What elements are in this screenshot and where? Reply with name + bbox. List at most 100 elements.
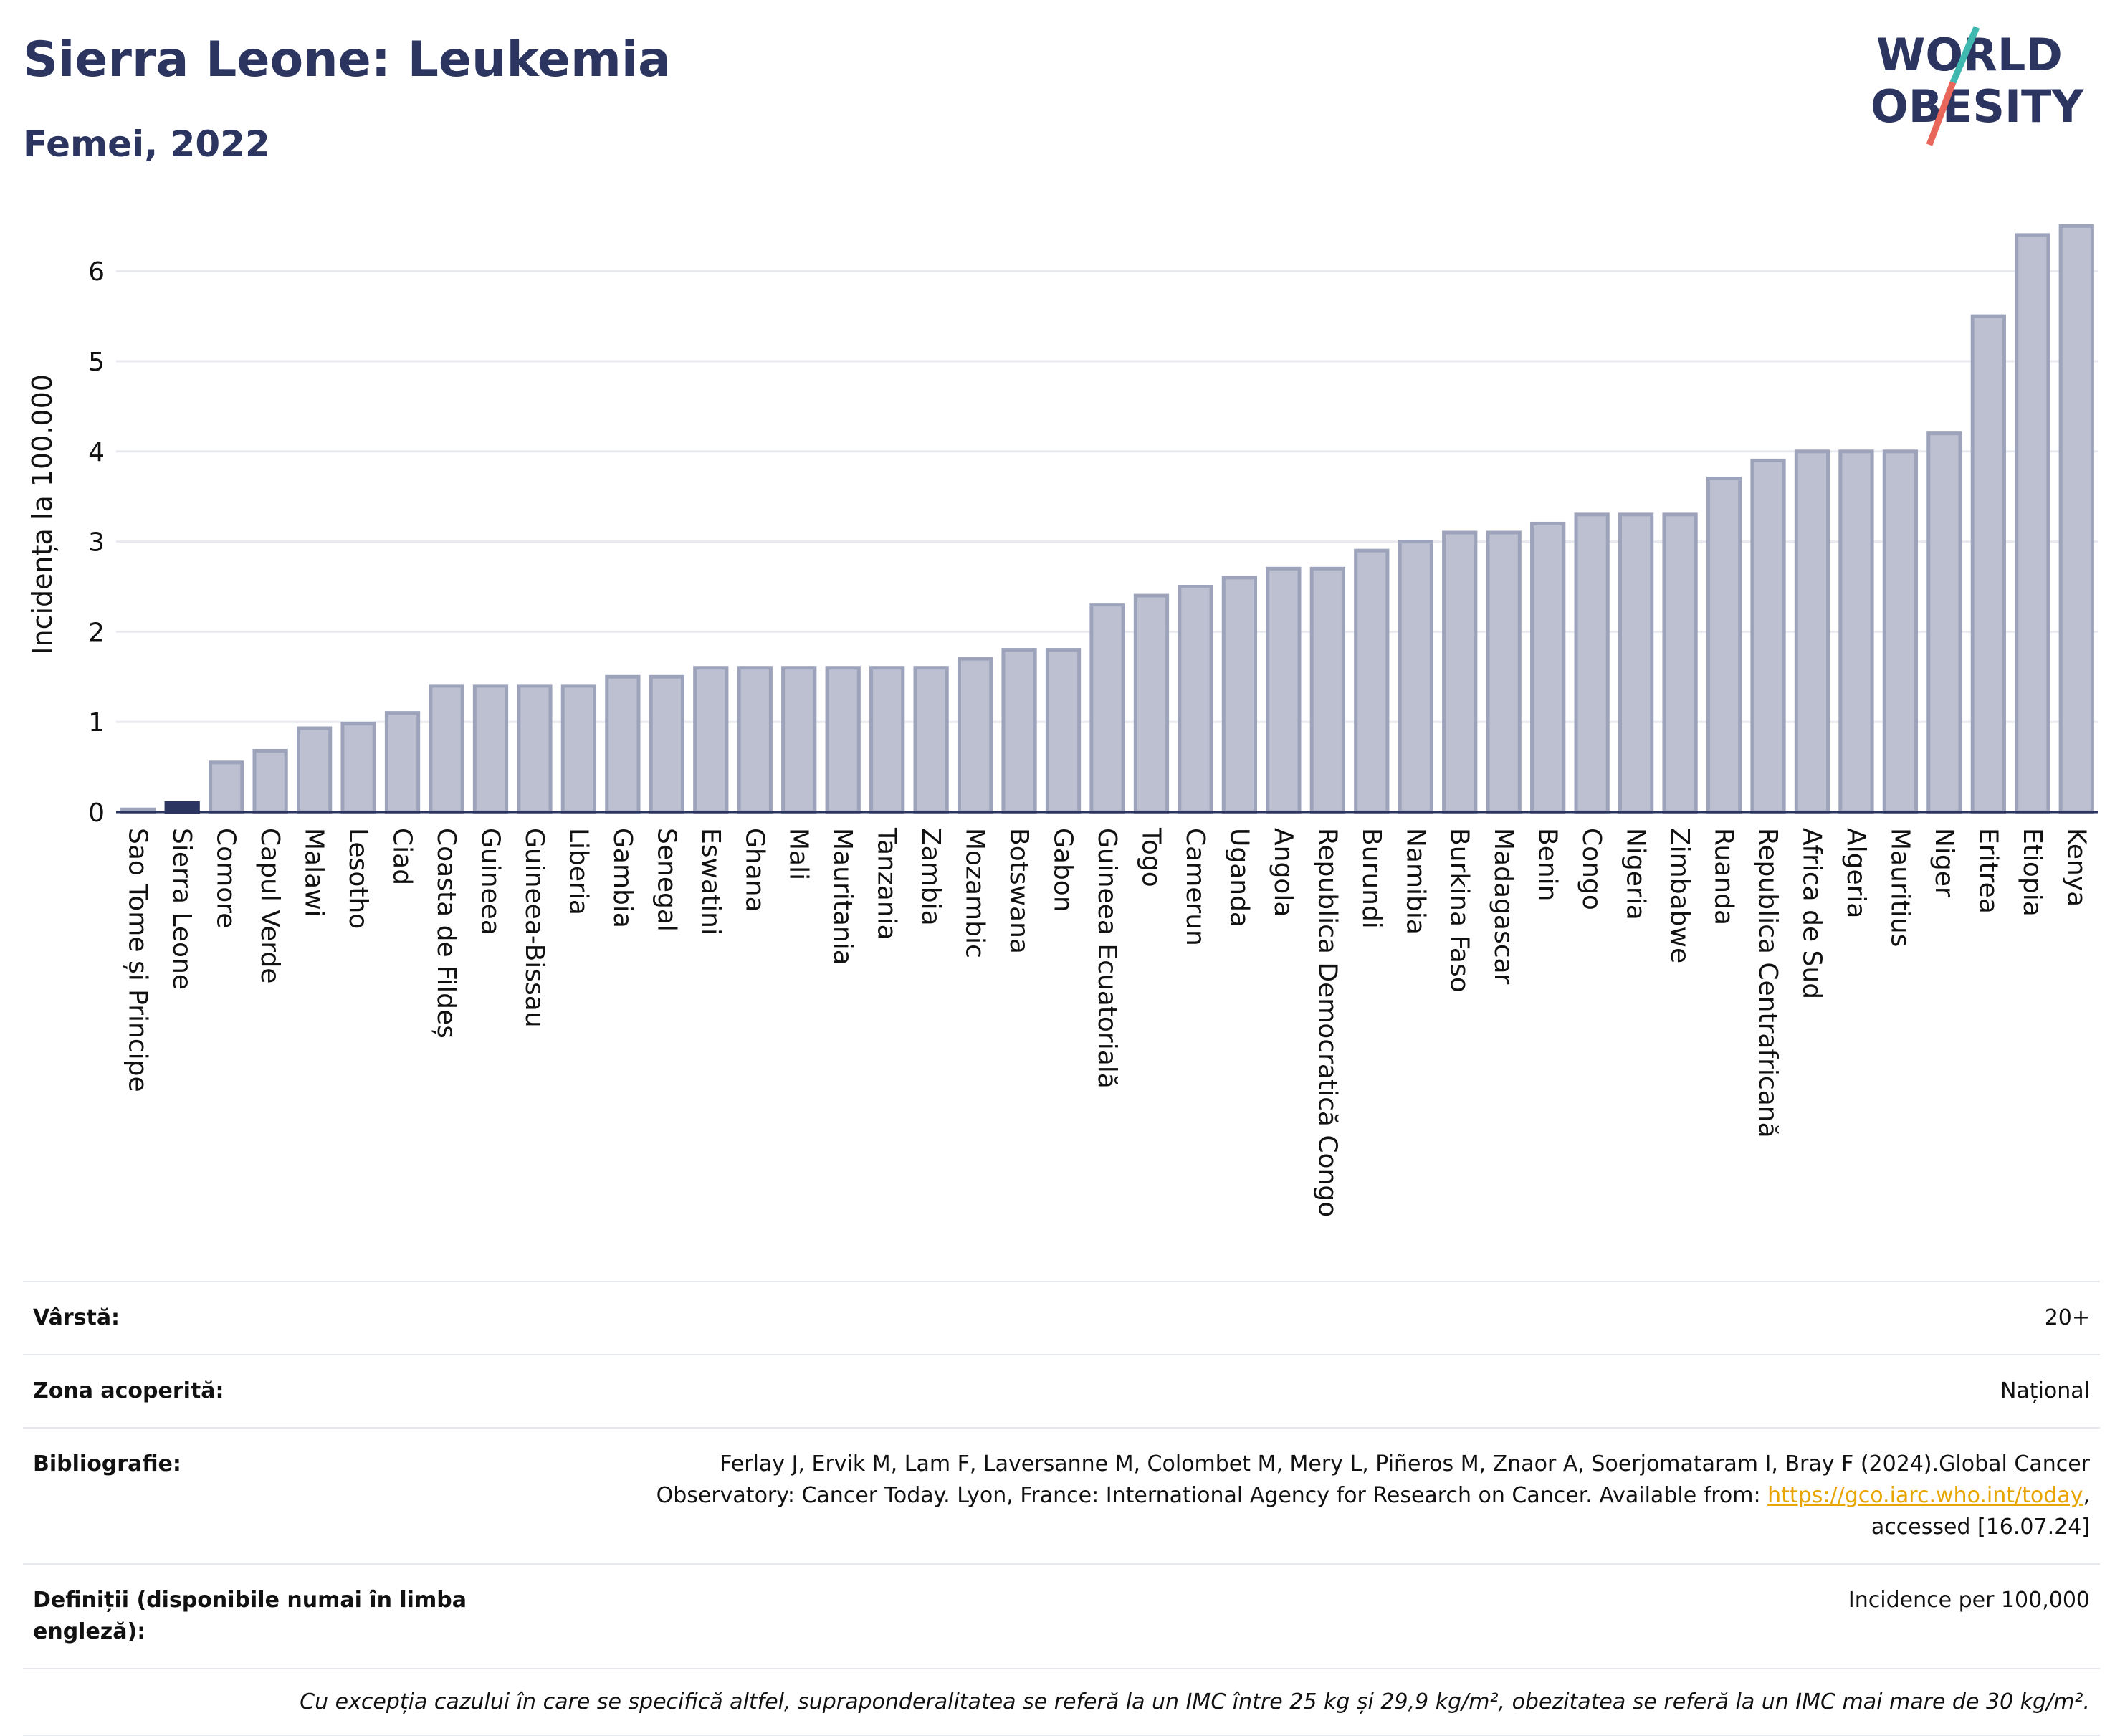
- bar[interactable]: [1530, 521, 1566, 814]
- bar[interactable]: [1354, 548, 1390, 814]
- page-subtitle: Femei, 2022: [23, 123, 270, 165]
- bar[interactable]: [649, 674, 684, 814]
- bibliography-value: Ferlay J, Ervik M, Lam F, Laversanne M, …: [492, 1449, 2090, 1543]
- bar[interactable]: [1618, 512, 1654, 814]
- x-tick-label: Uganda: [1224, 828, 1254, 927]
- bar[interactable]: [869, 666, 905, 814]
- bar[interactable]: [957, 657, 993, 814]
- bar[interactable]: [1266, 566, 1302, 814]
- x-tick-label: Congo: [1577, 828, 1606, 910]
- bar[interactable]: [296, 726, 333, 814]
- bar[interactable]: [1133, 593, 1170, 814]
- bar[interactable]: [2015, 233, 2050, 814]
- bar[interactable]: [1442, 530, 1478, 814]
- x-tick-label: Lesotho: [343, 828, 373, 929]
- x-tick-label: Tanzania: [872, 827, 902, 940]
- info-row-definitions: Definiții (disponibile numai în limba en…: [23, 1563, 2100, 1668]
- x-tick-label: Ciad: [388, 828, 417, 885]
- x-tick-label: Nigeria: [1621, 828, 1651, 920]
- x-tick-label: Africa de Sud: [1797, 828, 1826, 999]
- x-tick-label: Algeria: [1841, 828, 1871, 919]
- bar[interactable]: [472, 684, 509, 814]
- bar[interactable]: [384, 711, 421, 814]
- y-tick-label: 6: [88, 257, 105, 287]
- bar[interactable]: [1574, 512, 1610, 814]
- x-tick-label: Etiopia: [2018, 828, 2047, 917]
- x-tick-label: Senegal: [651, 828, 681, 932]
- y-tick-label: 4: [88, 438, 105, 467]
- y-tick-label: 1: [88, 708, 105, 738]
- x-tick-label: Mozambic: [960, 828, 990, 958]
- y-axis-label: Incidența la 100.000: [27, 374, 58, 655]
- x-tick-label: Kenya: [2061, 828, 2091, 907]
- bar[interactable]: [1001, 648, 1037, 814]
- bar[interactable]: [1882, 449, 1919, 814]
- x-tick-label: Madagascar: [1489, 828, 1518, 985]
- bibliography-label: Bibliografie:: [33, 1451, 181, 1477]
- logo-slash-teal: [1949, 26, 1980, 84]
- bar[interactable]: [340, 722, 376, 814]
- x-tick-label: Zambia: [916, 828, 945, 926]
- x-tick-label: Capul Verde: [255, 828, 285, 983]
- x-tick-label: Burundi: [1357, 828, 1386, 929]
- x-tick-label: Ruanda: [1709, 828, 1739, 925]
- definitions-value: Incidence per 100,000: [1848, 1588, 2090, 1613]
- bar[interactable]: [1794, 449, 1830, 814]
- bar[interactable]: [605, 674, 641, 814]
- bar[interactable]: [164, 801, 200, 814]
- bar[interactable]: [1178, 585, 1213, 814]
- x-tick-label: Mali: [784, 828, 813, 880]
- bar[interactable]: [781, 666, 817, 814]
- bar[interactable]: [1089, 603, 1125, 814]
- x-tick-label: Mauritania: [828, 828, 857, 965]
- bar[interactable]: [1926, 431, 1962, 814]
- bar[interactable]: [1221, 576, 1258, 814]
- bar[interactable]: [1706, 477, 1742, 814]
- bibliography-link[interactable]: https://gco.iarc.who.int/today: [1767, 1483, 2083, 1508]
- x-tick-label: Eswatini: [696, 828, 725, 935]
- bar[interactable]: [913, 666, 949, 814]
- bars: [120, 224, 2094, 814]
- y-tick-label: 3: [88, 528, 105, 558]
- info-row-age: Vârstă: 20+: [23, 1281, 2100, 1354]
- x-tick-label: Botswana: [1004, 828, 1033, 954]
- x-tick-label: Niger: [1929, 828, 1959, 897]
- bar[interactable]: [209, 760, 244, 814]
- x-tick-label: Benin: [1533, 828, 1562, 901]
- x-tick-label: Zimbabwe: [1665, 828, 1694, 963]
- bar[interactable]: [693, 666, 729, 814]
- x-axis-labels: Sao Tome și Principe Sierra Leone Comore Ca…: [123, 827, 2091, 1217]
- info-row-coverage: Zona acoperită: Național: [23, 1354, 2100, 1427]
- bar[interactable]: [517, 684, 553, 814]
- bar[interactable]: [429, 684, 464, 814]
- y-tick-label: 2: [88, 618, 105, 647]
- coverage-label: Zona acoperită:: [33, 1378, 224, 1403]
- x-tick-label: Malawi: [300, 828, 329, 917]
- bar[interactable]: [560, 684, 597, 814]
- y-tick-label: 0: [88, 798, 105, 828]
- page-title: Sierra Leone: Leukemia: [23, 32, 672, 88]
- bar[interactable]: [1838, 449, 1874, 814]
- bar[interactable]: [1398, 540, 1433, 814]
- bar[interactable]: [252, 748, 288, 814]
- x-tick-label: Guineea Ecuatorială: [1092, 828, 1122, 1089]
- bar[interactable]: [1045, 648, 1082, 814]
- logo-line2: OBESITY: [1871, 80, 2084, 133]
- bar[interactable]: [737, 666, 773, 814]
- bar[interactable]: [2058, 224, 2094, 814]
- x-tick-label: Ghana: [740, 828, 769, 912]
- bibliography-line2-pre: Observatory: Cancer Today. Lyon, France:…: [656, 1483, 1768, 1508]
- bibliography-line1: Ferlay J, Ervik M, Lam F, Laversanne M, …: [720, 1451, 2090, 1477]
- bar[interactable]: [825, 666, 861, 814]
- x-tick-label: Guineea-Bissau: [520, 828, 549, 1028]
- bar[interactable]: [1750, 458, 1786, 814]
- bar[interactable]: [1309, 566, 1345, 814]
- bar[interactable]: [1486, 530, 1522, 814]
- bar[interactable]: [1970, 314, 2006, 814]
- x-tick-label: Comore: [211, 828, 241, 928]
- logo-slash-coral: [1926, 81, 1957, 146]
- age-label: Vârstă:: [33, 1305, 120, 1330]
- info-table: Vârstă: 20+ Zona acoperită: Național Bib…: [23, 1281, 2100, 1736]
- bar[interactable]: [1662, 512, 1698, 814]
- x-tick-label: Namibia: [1400, 828, 1430, 935]
